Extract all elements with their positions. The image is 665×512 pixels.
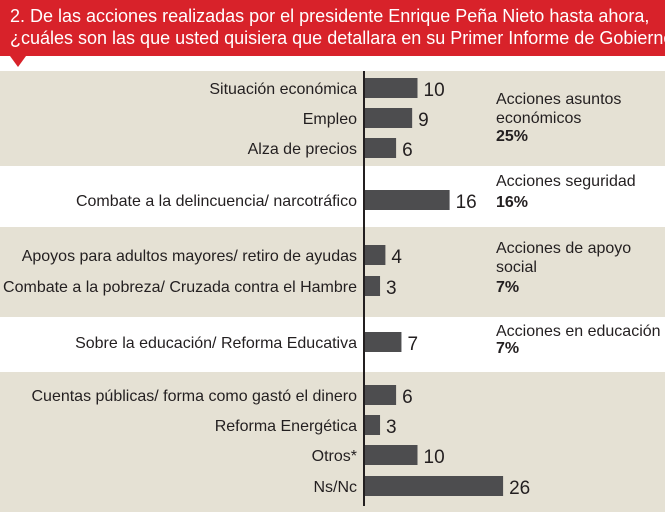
category-label: Situación económica (209, 81, 357, 98)
value-label: 16 (456, 192, 477, 213)
category-label: Empleo (303, 111, 357, 128)
value-label: 6 (402, 140, 413, 161)
group-label: Acciones en educación (496, 323, 661, 340)
group-label: social (496, 259, 537, 276)
category-label: Sobre la educación/ Reforma Educativa (75, 335, 357, 352)
category-label: Combate a la delincuencia/ narcotráfico (76, 193, 357, 210)
value-label: 4 (391, 247, 402, 268)
question-line-2: ¿cuáles son las que usted quisiera que d… (10, 28, 665, 48)
bar (364, 108, 413, 128)
value-label: 3 (386, 417, 397, 438)
group-percent: 16% (496, 194, 528, 211)
bar (364, 245, 386, 265)
value-label: 3 (386, 278, 397, 299)
bar (364, 190, 450, 210)
category-label: Ns/Nc (313, 479, 357, 496)
group-band-0 (0, 71, 665, 166)
category-label: Apoyos para adultos mayores/ retiro de a… (22, 248, 357, 265)
value-label: 6 (402, 387, 413, 408)
group-band-1 (0, 166, 665, 227)
category-label: Cuentas públicas/ forma como gastó el di… (31, 388, 357, 405)
bar (364, 78, 418, 98)
category-label: Combate a la pobreza/ Cruzada contra el … (3, 279, 357, 296)
group-percent: 7% (496, 279, 519, 296)
bar (364, 138, 397, 158)
group-percent: 7% (496, 340, 519, 357)
bar (364, 445, 418, 465)
category-label: Otros* (312, 448, 357, 465)
bar (364, 332, 402, 352)
bar (364, 276, 381, 296)
group-label: Acciones asuntos (496, 91, 621, 108)
group-label: Acciones seguridad (496, 173, 636, 190)
question-header: 2. De las acciones realizadas por el pre… (0, 0, 665, 56)
group-label: económicos (496, 110, 581, 127)
header-pointer (10, 56, 26, 67)
group-label: Acciones de apoyo (496, 240, 631, 257)
category-label: Reforma Energética (215, 418, 357, 435)
value-label: 26 (509, 478, 530, 499)
value-label: 10 (424, 80, 445, 101)
value-label: 7 (407, 334, 418, 355)
group-band-3 (0, 317, 665, 372)
bar (364, 415, 381, 435)
value-label: 10 (424, 447, 445, 468)
category-label: Alza de precios (248, 141, 357, 158)
question-line-1: 2. De las acciones realizadas por el pre… (10, 6, 650, 26)
group-percent: 25% (496, 128, 528, 145)
group-band-4 (0, 372, 665, 512)
bar (364, 476, 504, 496)
group-band-2 (0, 227, 665, 317)
bar (364, 385, 397, 405)
value-label: 9 (418, 110, 429, 131)
